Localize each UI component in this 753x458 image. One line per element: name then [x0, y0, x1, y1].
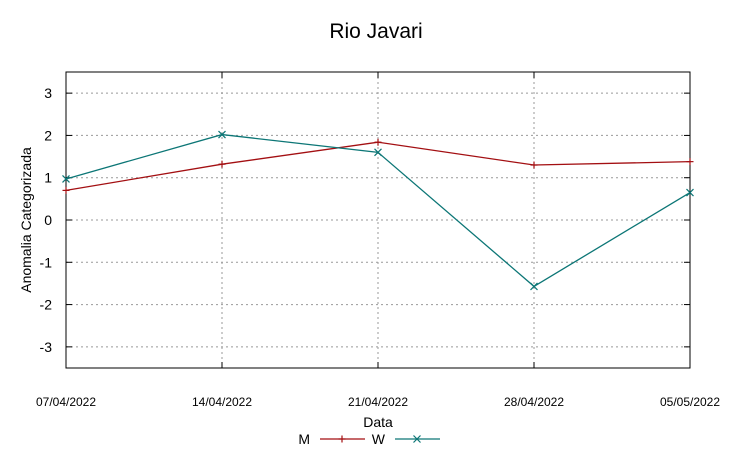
- marker-stroke: [686, 188, 694, 197]
- x-axis: 07/04/2022 14/04/2022 21/04/2022 28/04/2022…: [36, 72, 720, 409]
- legend-label-w: W: [372, 431, 386, 447]
- series-m-point: [530, 161, 538, 169]
- series-m-point: [686, 158, 694, 166]
- legend-marker-m: [338, 435, 346, 443]
- series-m-point: [374, 138, 382, 146]
- marker-stroke: [218, 130, 226, 139]
- marker-stroke: [374, 148, 382, 157]
- series-w-point: [374, 148, 382, 157]
- x-axis-label: Data: [363, 414, 393, 430]
- marker-stroke: [413, 435, 421, 443]
- y-tick-label: -3: [40, 339, 53, 355]
- x-tick-label: 07/04/2022: [36, 395, 96, 409]
- y-tick-label: 1: [44, 170, 52, 186]
- y-tick-label: 3: [44, 85, 52, 101]
- legend-marker-w: [413, 435, 421, 443]
- y-tick-label: 0: [44, 212, 52, 228]
- grid: [66, 72, 690, 368]
- y-tick-label: -2: [40, 297, 53, 313]
- x-tick-label: 21/04/2022: [348, 395, 408, 409]
- y-axis-label: Anomalia Categorizada: [18, 147, 34, 293]
- series-w-point: [686, 188, 694, 197]
- x-tick-label: 14/04/2022: [192, 395, 252, 409]
- marker-stroke: [62, 175, 70, 183]
- series-m-point: [218, 160, 226, 168]
- x-tick-label: 05/05/2022: [660, 395, 720, 409]
- series-w-point: [218, 130, 226, 139]
- series-w-point: [62, 175, 70, 183]
- series-w-point: [530, 282, 538, 291]
- legend-label-m: M: [298, 431, 310, 447]
- x-tick-label: 28/04/2022: [504, 395, 564, 409]
- series-markers: [62, 130, 694, 291]
- y-tick-label: -1: [40, 254, 53, 270]
- chart-title: Rio Javari: [329, 20, 422, 43]
- series-m-point: [62, 186, 70, 194]
- marker-stroke: [530, 282, 538, 291]
- y-tick-label: 2: [44, 127, 52, 143]
